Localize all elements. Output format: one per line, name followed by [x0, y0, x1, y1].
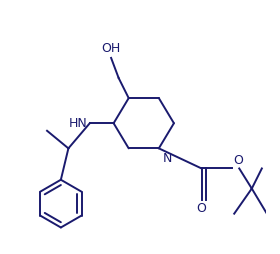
- Text: O: O: [197, 202, 206, 215]
- Text: OH: OH: [101, 42, 121, 55]
- Text: N: N: [163, 152, 172, 165]
- Text: HN: HN: [69, 117, 87, 130]
- Text: O: O: [233, 154, 243, 167]
